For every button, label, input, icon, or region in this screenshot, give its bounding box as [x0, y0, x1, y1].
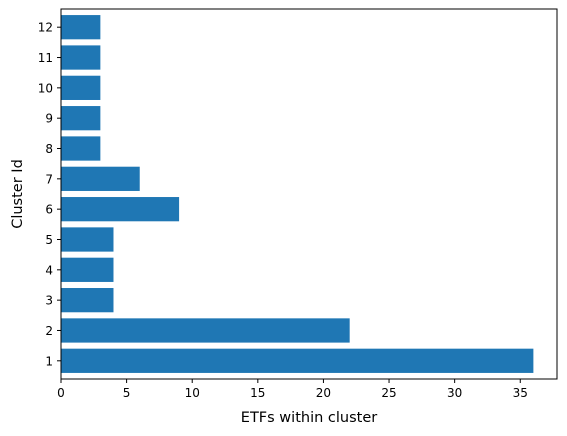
bar-cluster-1: [61, 348, 534, 373]
y-tick-label: 7: [45, 172, 53, 186]
y-tick-label: 5: [45, 233, 53, 247]
y-tick-label: 6: [45, 203, 53, 217]
plot-frame: [60, 8, 558, 380]
x-tick-label: 25: [381, 386, 396, 400]
y-tick-label: 1: [45, 354, 53, 368]
x-tick-label: 5: [123, 386, 131, 400]
x-tick-label: 10: [185, 386, 200, 400]
y-tick-label: 12: [38, 21, 53, 35]
y-tick-label: 3: [45, 294, 53, 308]
bar-cluster-4: [61, 257, 114, 282]
x-tick-label: 0: [57, 386, 65, 400]
y-tick-label: 10: [38, 81, 53, 95]
x-tick-label: 30: [447, 386, 462, 400]
bar-cluster-12: [61, 15, 101, 40]
bar-cluster-7: [61, 166, 140, 191]
x-tick-label: 15: [250, 386, 265, 400]
y-tick-label: 8: [45, 142, 53, 156]
y-tick-label: 2: [45, 324, 53, 338]
bar-cluster-5: [61, 227, 114, 252]
bar-cluster-9: [61, 106, 101, 131]
bar-cluster-8: [61, 136, 101, 161]
x-axis: 0 5 10 15 20 25 30 35: [57, 379, 528, 400]
bars-group: [61, 15, 534, 373]
bar-cluster-6: [61, 197, 180, 222]
x-tick-label: 20: [316, 386, 331, 400]
bar-cluster-11: [61, 45, 101, 70]
plot-background: [61, 9, 557, 379]
y-axis-title: Cluster Id: [10, 159, 26, 229]
bar-cluster-2: [61, 318, 350, 343]
y-tick-label: 11: [38, 51, 53, 65]
bar-cluster-10: [61, 75, 101, 100]
bar-cluster-3: [61, 288, 114, 313]
x-axis-title: ETFs within cluster: [241, 410, 377, 426]
x-tick-label: 35: [513, 386, 528, 400]
y-tick-label: 9: [45, 112, 53, 126]
y-tick-label: 4: [45, 263, 53, 277]
